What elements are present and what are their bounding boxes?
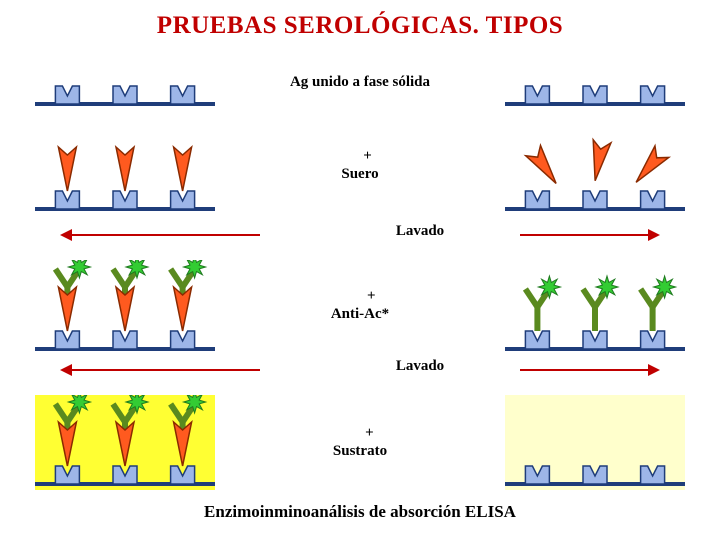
step-3-label: Anti-Ac*: [260, 306, 460, 323]
step-2-label: Suero: [260, 166, 460, 183]
step-4-row: + Sustrato: [0, 395, 720, 490]
wash-2-label: Lavado: [320, 358, 520, 375]
step-4-right-cell: [505, 395, 685, 490]
step-3-row: + Anti-Ac*: [0, 260, 720, 355]
page-title: PRUEBAS SEROLÓGICAS. TIPOS: [0, 0, 720, 40]
step-2-row: + Suero: [0, 130, 720, 225]
step-1-row: Ag unido a fase sólida: [0, 70, 720, 115]
step-3-left-cell: [35, 260, 215, 355]
wash-1-label: Lavado: [320, 223, 520, 240]
step-4-label: Sustrato: [260, 443, 460, 460]
step-3-right-cell: [505, 260, 685, 355]
step-2-label-plus: +: [260, 148, 460, 165]
step-2-right-cell: [505, 130, 685, 225]
step-4-left-cell: [35, 395, 215, 490]
step-3-label-plus: +: [260, 288, 460, 305]
step-1-left-cell: [35, 70, 215, 110]
step-4-label-plus: +: [260, 425, 460, 442]
step-1-label: Ag unido a fase sólida: [260, 74, 460, 91]
step-2-left-cell: [35, 130, 215, 225]
page-subtitle: Enzimoinminoanálisis de absorción ELISA: [0, 502, 720, 522]
step-1-right-cell: [505, 70, 685, 110]
